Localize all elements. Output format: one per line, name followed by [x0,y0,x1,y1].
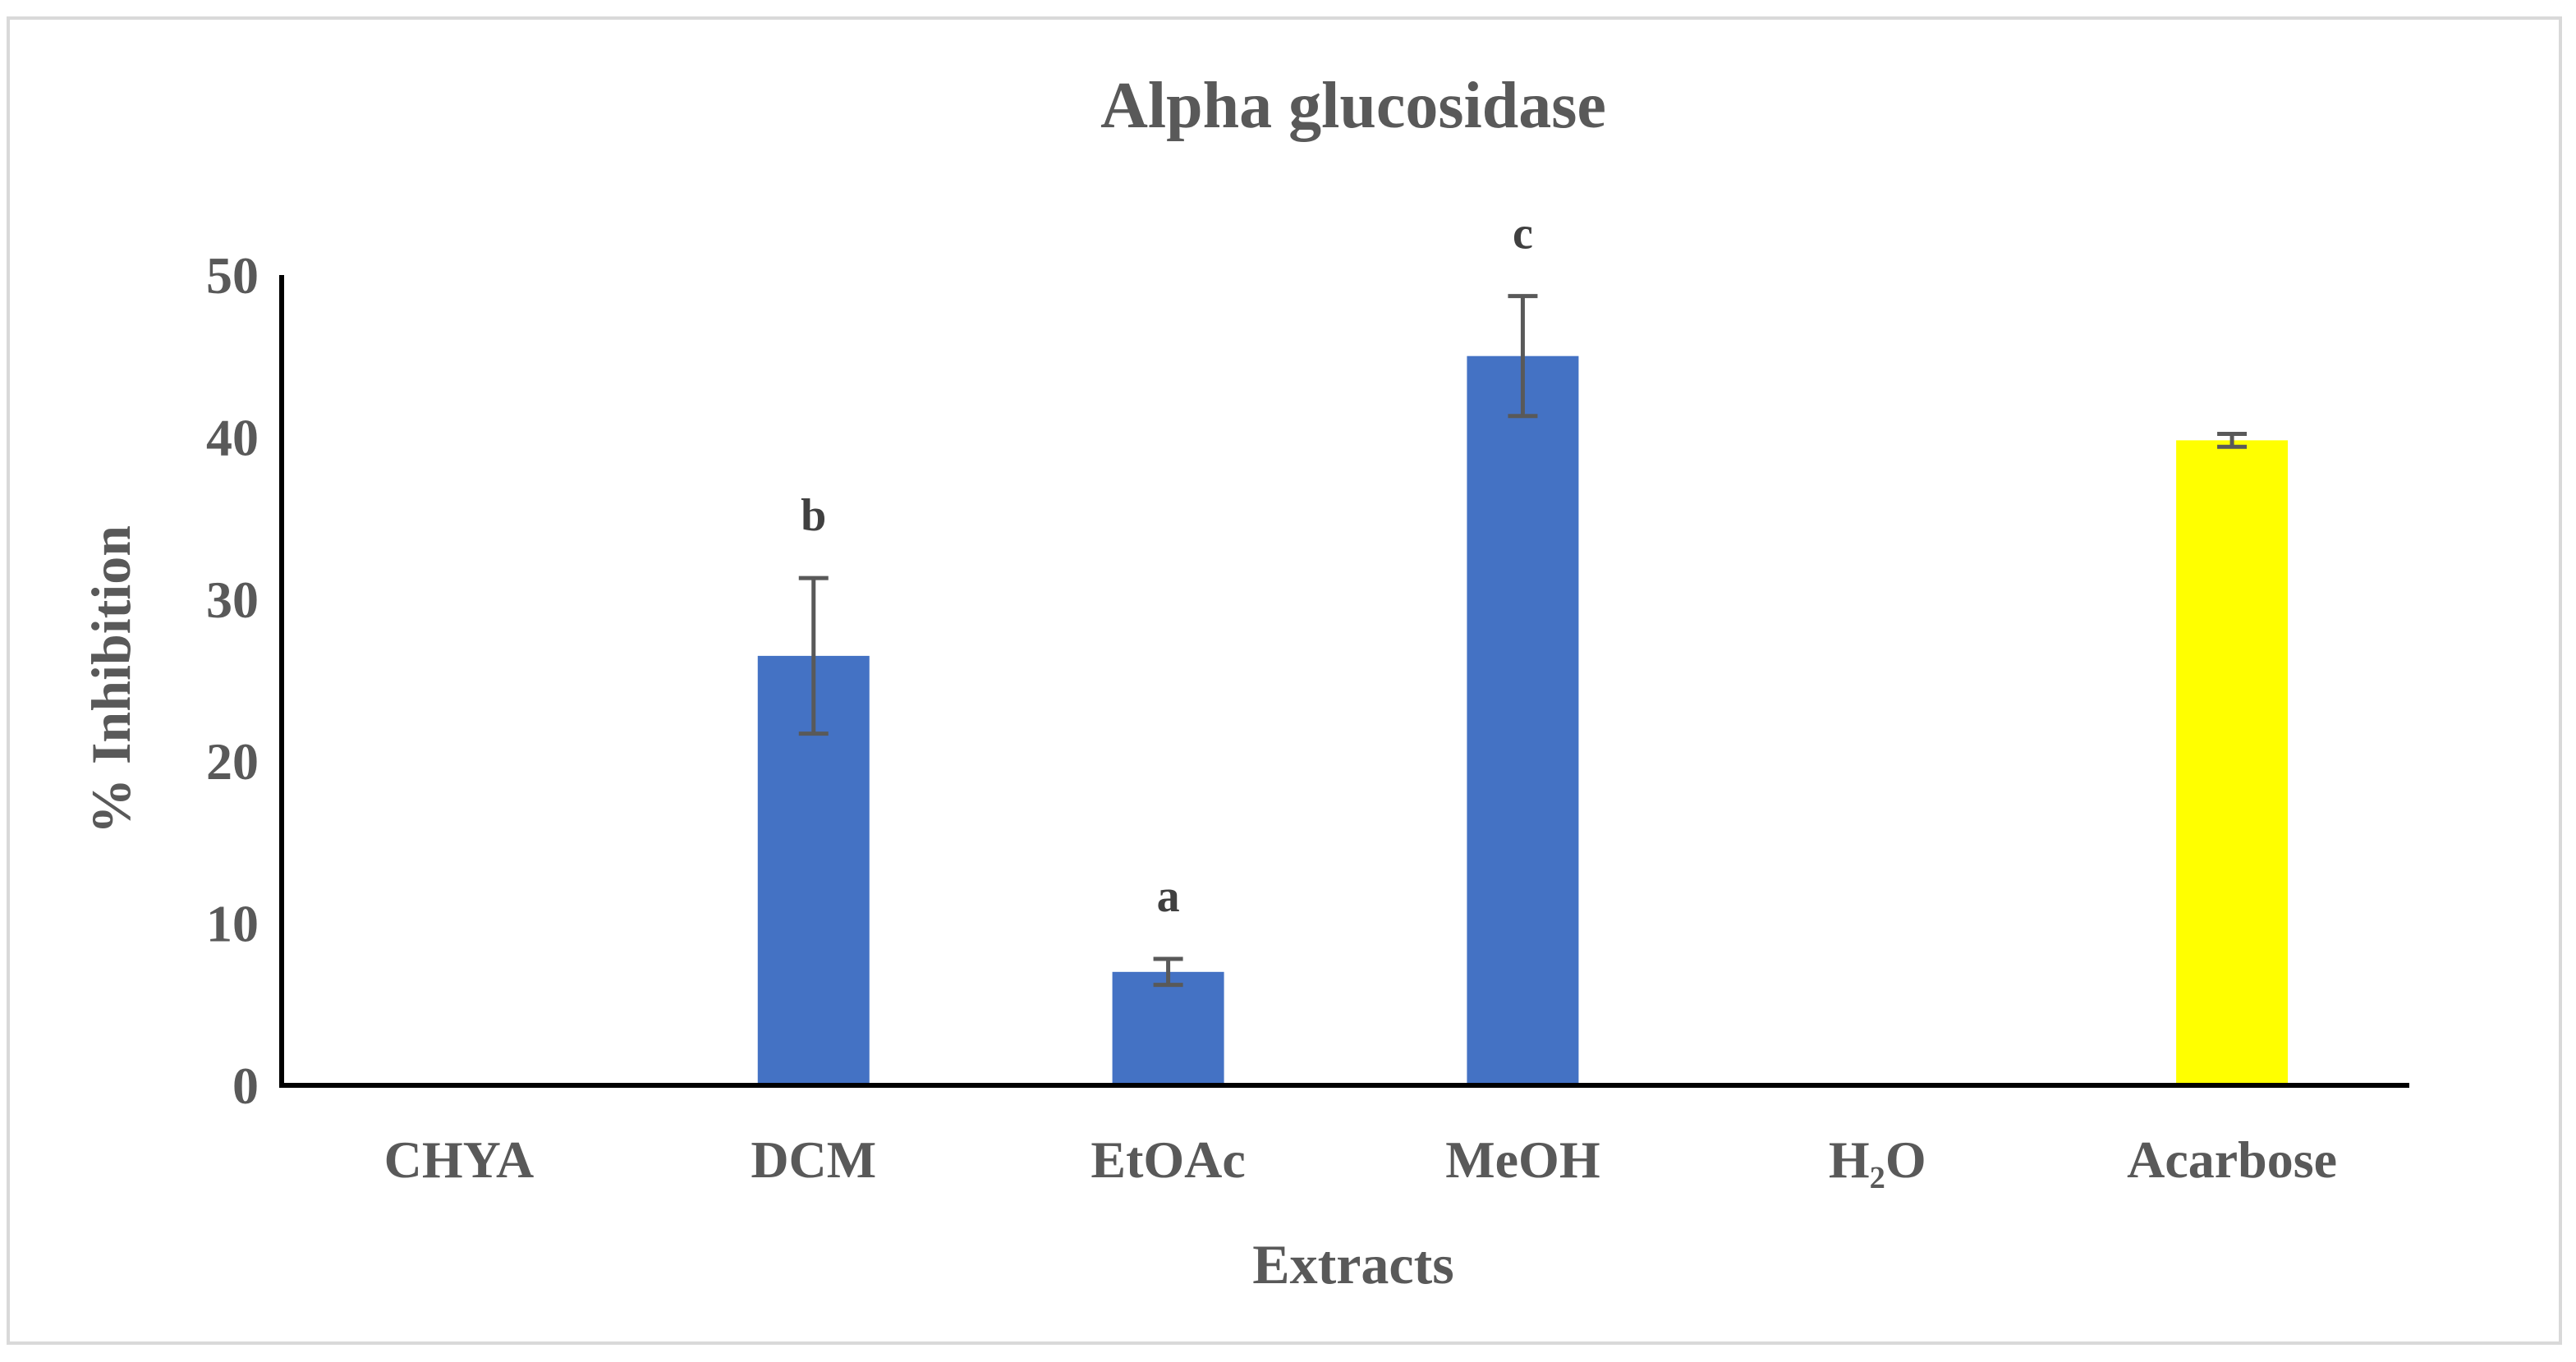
y-tick-label: 20 [206,732,259,791]
y-tick-label: 40 [206,408,259,466]
significance-label: b [801,490,826,541]
y-axis-title: % Inhibition [80,525,142,834]
significance-label: a [1157,871,1180,922]
chart-title: Alpha glucosidase [1100,70,1606,142]
y-tick-label: 50 [206,246,259,305]
x-category-label: Acarbose [2127,1130,2337,1189]
bar [1467,355,1579,1085]
y-tick-label: 0 [232,1057,259,1115]
y-tick-label: 10 [206,895,259,953]
plot-area: 0 10 20 30 40 50 CHYA b DCM a EtOAc c MeOH H₂O Acarbos… [206,209,2409,1189]
chart-frame [7,16,2562,1345]
x-category-label: EtOAc [1091,1130,1245,1189]
significance-label: c [1513,209,1533,259]
y-tick-label: 30 [206,571,259,629]
bar [2176,440,2289,1085]
x-category-label: CHYA [384,1130,535,1189]
x-axis-title: Extracts [1252,1233,1453,1296]
x-category-label: H₂O [1829,1130,1926,1189]
bar [1112,971,1224,1085]
x-category-label: DCM [751,1130,876,1189]
x-category-label: MeOH [1445,1130,1600,1189]
